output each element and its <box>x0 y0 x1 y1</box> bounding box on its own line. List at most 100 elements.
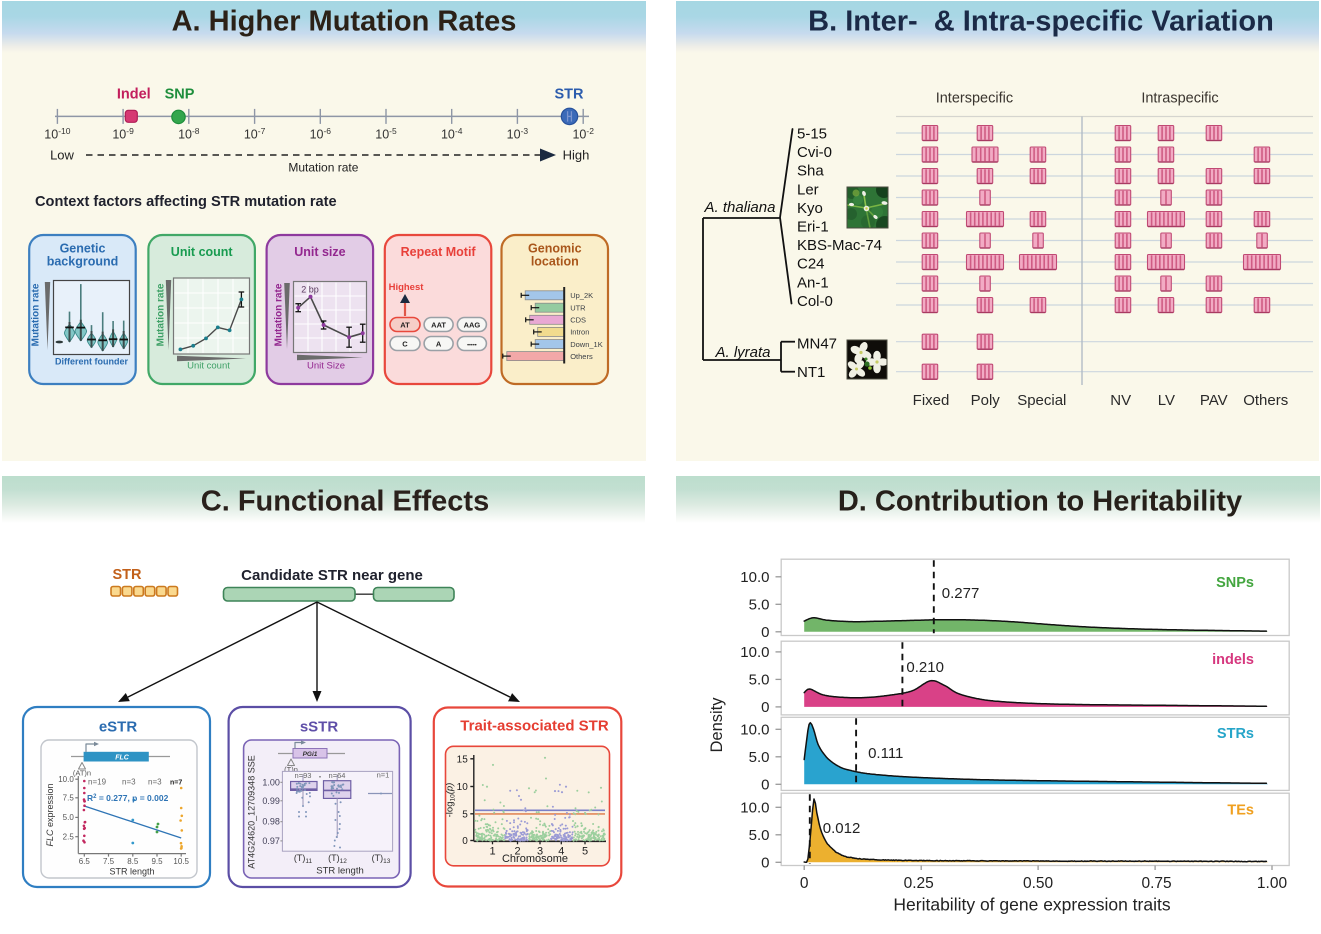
svg-text:Intraspecific: Intraspecific <box>1141 90 1218 106</box>
svg-text:4: 4 <box>558 845 564 857</box>
svg-text:0: 0 <box>462 836 468 847</box>
svg-text:(AT)n: (AT)n <box>73 769 91 778</box>
svg-text:Interspecific: Interspecific <box>936 90 1013 106</box>
svg-text:Others: Others <box>570 352 593 361</box>
svg-text:1.00: 1.00 <box>262 777 280 787</box>
svg-text:10-5: 10-5 <box>375 126 397 142</box>
svg-text:2.5: 2.5 <box>63 833 75 842</box>
svg-text:Density: Density <box>708 697 726 753</box>
svg-text:Ler: Ler <box>797 181 819 198</box>
svg-text:10-2: 10-2 <box>572 126 594 142</box>
svg-text:Col-0: Col-0 <box>797 293 833 310</box>
svg-text:D. Contribution to Heritabilit: D. Contribution to Heritability <box>838 486 1242 518</box>
svg-text:SNPs: SNPs <box>1216 575 1254 591</box>
svg-text:2 bp: 2 bp <box>301 285 319 295</box>
svg-text:TEs: TEs <box>1227 803 1254 819</box>
svg-text:Unit count: Unit count <box>171 245 234 259</box>
svg-text:5.0: 5.0 <box>63 813 75 822</box>
svg-text:Highest: Highest <box>389 282 425 293</box>
svg-text:FLC: FLC <box>115 754 130 761</box>
svg-text:10-4: 10-4 <box>441 126 463 142</box>
svg-text:Mutation rate: Mutation rate <box>288 161 358 175</box>
svg-text:Indel: Indel <box>117 86 151 102</box>
svg-text:Mutation rate: Mutation rate <box>156 283 167 346</box>
svg-text:Different founder: Different founder <box>55 357 128 367</box>
svg-text:10-9: 10-9 <box>112 126 134 142</box>
svg-text:0.277: 0.277 <box>942 585 980 602</box>
svg-text:C24: C24 <box>797 256 825 273</box>
svg-text:10.5: 10.5 <box>173 857 189 866</box>
svg-text:Sha: Sha <box>797 163 824 180</box>
svg-text:MN47: MN47 <box>797 336 837 353</box>
svg-text:C: C <box>402 339 408 348</box>
svg-text:Fixed: Fixed <box>913 392 950 409</box>
svg-text:sSTR: sSTR <box>300 718 339 735</box>
svg-text:10.0: 10.0 <box>58 775 74 784</box>
svg-text:FLC expression: FLC expression <box>45 783 55 846</box>
svg-text:10.0: 10.0 <box>740 799 769 816</box>
svg-text:n=1: n=1 <box>377 770 390 779</box>
svg-text:Unit size: Unit size <box>294 245 345 259</box>
svg-text:STR length: STR length <box>109 867 154 877</box>
svg-text:Genetic: Genetic <box>60 242 106 256</box>
svg-text:Special: Special <box>1017 392 1066 409</box>
svg-text:Poly: Poly <box>971 392 1001 409</box>
svg-text:AT4G24620_12709348 SSE: AT4G24620_12709348 SSE <box>247 755 257 868</box>
svg-text:0.99: 0.99 <box>262 796 280 806</box>
svg-text:0.50: 0.50 <box>1023 875 1054 892</box>
svg-text:9.5: 9.5 <box>151 857 163 866</box>
svg-text:UTR: UTR <box>570 304 586 313</box>
svg-text:0: 0 <box>761 624 769 641</box>
svg-text:Repeat Motif: Repeat Motif <box>401 245 477 259</box>
svg-text:AAG: AAG <box>464 320 481 329</box>
svg-text:CDS: CDS <box>570 316 586 325</box>
svg-text:10-10: 10-10 <box>44 126 70 142</box>
svg-text:AT: AT <box>400 320 410 329</box>
svg-text:Unit Size: Unit Size <box>307 361 345 372</box>
svg-text:Mutation rate: Mutation rate <box>274 283 285 346</box>
svg-text:Low: Low <box>50 148 74 163</box>
svg-text:indels: indels <box>1212 652 1254 668</box>
svg-text:0: 0 <box>761 854 769 871</box>
svg-text:Trait-associated STR: Trait-associated STR <box>460 718 609 735</box>
svg-text:n=3: n=3 <box>148 778 162 787</box>
svg-text:0.111: 0.111 <box>868 745 903 762</box>
svg-text:3: 3 <box>537 845 543 857</box>
svg-text:0.012: 0.012 <box>823 820 861 837</box>
svg-text:NT1: NT1 <box>797 364 825 381</box>
svg-text:A. thaliana: A. thaliana <box>704 199 776 216</box>
svg-text:10-3: 10-3 <box>507 126 529 142</box>
svg-text:0: 0 <box>761 699 769 716</box>
svg-text:STR: STR <box>113 567 143 583</box>
svg-text:Heritability of gene expressio: Heritability of gene expression traits <box>893 895 1170 915</box>
svg-text:Up_2K: Up_2K <box>570 291 593 300</box>
svg-text:Chromosome: Chromosome <box>502 853 568 865</box>
svg-text:0.75: 0.75 <box>1142 875 1172 892</box>
svg-text:0.97: 0.97 <box>262 836 280 846</box>
svg-text:n=3: n=3 <box>122 778 136 787</box>
svg-text:n=7: n=7 <box>170 780 182 787</box>
svg-text:location: location <box>531 255 579 269</box>
svg-text:PAV: PAV <box>1200 392 1228 409</box>
svg-text:Cvi-0: Cvi-0 <box>797 144 832 161</box>
svg-text:5.0: 5.0 <box>749 671 770 688</box>
svg-text:10-7: 10-7 <box>244 126 266 142</box>
svg-text:STRs: STRs <box>1217 726 1254 742</box>
svg-text:10.0: 10.0 <box>740 569 769 586</box>
svg-text:0.210: 0.210 <box>906 659 944 676</box>
svg-text:Down_1K: Down_1K <box>570 340 603 349</box>
svg-text:7.5: 7.5 <box>63 794 75 803</box>
svg-text:Context factors affecting STR: Context factors affecting STR mutation r… <box>35 194 337 210</box>
svg-text:10-6: 10-6 <box>310 126 332 142</box>
svg-text:AAT: AAT <box>431 320 446 329</box>
svg-text:Unit count: Unit count <box>187 361 230 372</box>
svg-text:R2 = 0.277, p = 0.002: R2 = 0.277, p = 0.002 <box>87 793 169 803</box>
svg-text:NV: NV <box>1110 392 1131 409</box>
svg-text:1.00: 1.00 <box>1257 875 1288 892</box>
svg-text:10.0: 10.0 <box>740 721 769 738</box>
svg-text:5: 5 <box>582 845 588 857</box>
svg-text:5-15: 5-15 <box>797 126 827 143</box>
svg-text:10: 10 <box>457 782 469 793</box>
svg-text:eSTR: eSTR <box>99 718 138 735</box>
svg-text:C. Functional Effects: C. Functional Effects <box>201 486 489 518</box>
